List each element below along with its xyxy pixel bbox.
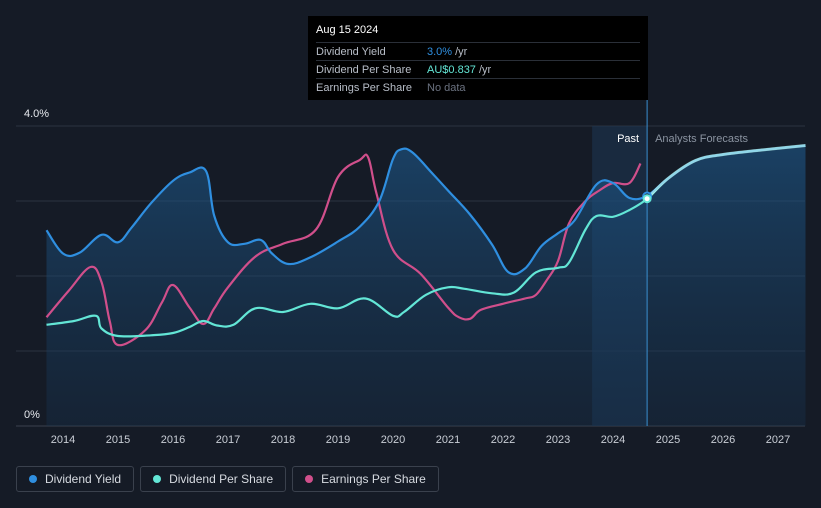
x-tick-label: 2026 [711,434,735,446]
tooltip-row-dividend-yield: Dividend Yield 3.0% /yr [316,42,640,60]
tooltip-value: 3.0% [427,46,453,58]
dividend-yield-area [46,145,806,426]
y-tick-label: 4.0% [24,108,49,120]
legend-dot-icon [153,475,162,483]
dividend-per-share-marker [642,194,652,204]
tooltip-row-dividend-per-share: Dividend Per Share AU$0.837 /yr [316,60,640,78]
legend-label: Earnings Per Share [321,472,426,486]
tooltip-unit: /yr [455,46,468,58]
legend-dot-icon [305,475,314,483]
tooltip-label: Dividend Per Share [316,64,412,76]
past-label: Past [617,133,639,145]
x-tick-label: 2018 [271,434,295,446]
legend-item-earnings-per-share[interactable]: Earnings Per Share [292,466,439,492]
legend-label: Dividend Per Share [169,472,274,486]
tooltip-label: Earnings Per Share [316,82,412,94]
legend-item-dividend-yield[interactable]: Dividend Yield [16,466,135,492]
dividend-per-share-forecast-line [646,144,806,200]
x-tick-label: 2021 [436,434,460,446]
legend-dot-icon [29,475,37,483]
x-tick-label: 2015 [106,434,130,446]
tooltip-date: Aug 15 2024 [316,24,379,36]
tooltip-row-earnings-per-share: Earnings Per Share No data [316,78,640,96]
tooltip-unit: /yr [478,64,492,76]
x-tick-label: 2017 [216,434,240,446]
x-tick-label: 2016 [161,434,185,446]
dividend-per-share-line [46,144,806,338]
legend-label: Dividend Yield [45,472,122,486]
legend-item-dividend-per-share[interactable]: Dividend Per Share [140,466,287,492]
legend: Dividend Yield Dividend Per Share Earnin… [16,466,439,492]
x-tick-label: 2025 [656,434,680,446]
y-tick-label: 0% [24,409,40,421]
earnings-per-share-line [45,144,806,276]
dividend-yield-line [45,153,642,347]
x-tick-label: 2027 [766,434,790,446]
tooltip-value: AU$0.837 [427,64,476,76]
forecast-label: Analysts Forecasts [655,133,748,145]
x-tick-label: 2019 [326,434,350,446]
x-tick-label: 2024 [601,434,625,446]
x-tick-label: 2023 [546,434,570,446]
tooltip-value: No data [427,82,466,94]
x-tick-label: 2014 [51,434,75,446]
x-tick-label: 2020 [381,434,405,446]
x-tick-label: 2022 [491,434,515,446]
hover-tooltip: Aug 15 2024 Dividend Yield 3.0% /yr Divi… [308,16,648,100]
tooltip-label: Dividend Yield [316,46,386,58]
